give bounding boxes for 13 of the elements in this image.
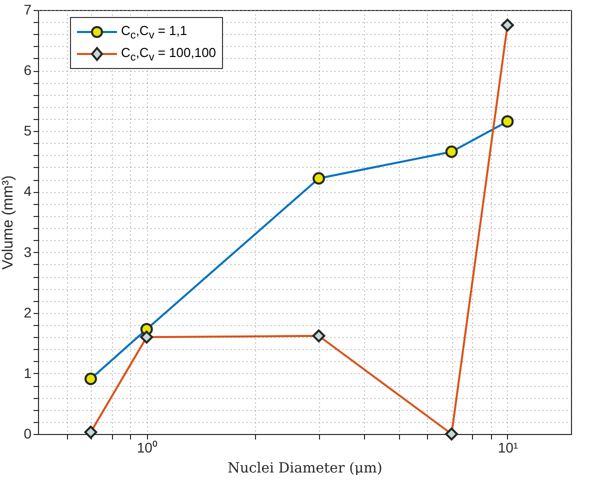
y-tick-label: 4: [24, 183, 32, 200]
y-tick-label: 2: [24, 304, 32, 320]
y-tick-label: 5: [24, 122, 32, 139]
y-tick-label: 1: [24, 364, 32, 381]
y-tick-label: 3: [24, 244, 32, 260]
y-axis-title: Volume (mm³): [0, 175, 17, 270]
y-tick-label: 7: [24, 2, 32, 18]
legend-label: C$_{c}$,C$_{v}$ = 1,1: [121, 22, 188, 42]
x-tick-label: 10¹: [498, 440, 518, 456]
y-tick-label: 6: [24, 62, 32, 78]
x-tick-label: 10⁰: [136, 440, 158, 456]
y-tick-label: 0: [24, 426, 32, 442]
legend-label: C$_{c}$,C$_{v}$ = 100,100: [121, 44, 216, 64]
